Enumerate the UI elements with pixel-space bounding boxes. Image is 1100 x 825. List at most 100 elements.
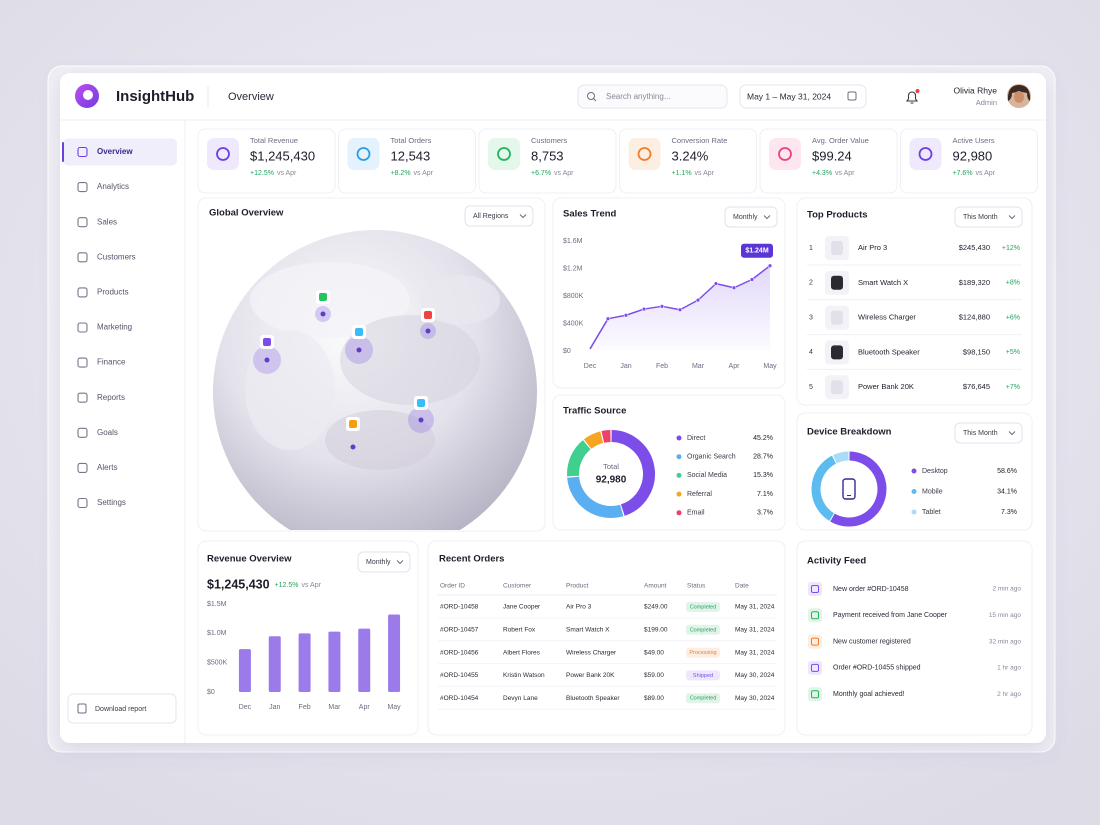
kpi-value: 92,980 xyxy=(953,148,993,163)
panel-title: Revenue Overview xyxy=(207,554,292,565)
table-cell: Robert Fox xyxy=(503,627,536,634)
nav-item[interactable] xyxy=(63,419,177,446)
nav-label: Products xyxy=(97,288,129,297)
product-change: +6% xyxy=(1006,314,1020,321)
product-name: Smart Watch X xyxy=(858,278,908,287)
download-button[interactable] xyxy=(67,693,177,724)
table-header: Date xyxy=(735,583,749,590)
table-cell: $59.00 xyxy=(644,672,664,679)
x-tick-label: Apr xyxy=(729,363,741,370)
legend-dot xyxy=(911,468,917,474)
pin-dot xyxy=(350,444,356,450)
activity-time: 2 hr ago xyxy=(997,691,1021,698)
activity-time: 1 hr ago xyxy=(997,665,1021,672)
point xyxy=(623,313,629,318)
date-picker[interactable] xyxy=(739,84,867,109)
dropdown[interactable] xyxy=(954,206,1023,228)
map-pins xyxy=(253,290,436,450)
product-name: Wireless Charger xyxy=(858,313,916,322)
nav-item[interactable] xyxy=(63,209,177,236)
kpi-label: Customers xyxy=(531,136,568,145)
table-cell: $49.00 xyxy=(644,649,664,656)
table-cell: Jane Cooper xyxy=(503,604,541,611)
kpi-icon-bg xyxy=(207,138,239,170)
dropdown[interactable] xyxy=(724,206,778,228)
status-label: Shipped xyxy=(693,673,713,679)
legend-label: Organic Search xyxy=(687,454,736,461)
notification-dot xyxy=(915,89,920,93)
nav-icon xyxy=(77,287,88,298)
globe-landmass xyxy=(420,275,500,325)
x-tick-label: Feb xyxy=(656,363,668,370)
activity-icon-bg xyxy=(808,582,822,596)
kpi-icon xyxy=(356,147,371,161)
panel-title: Activity Feed xyxy=(807,556,866,567)
nav-icon xyxy=(77,392,88,403)
table-cell: #ORD-10458 xyxy=(440,604,479,611)
kpi-change: +7.6% xyxy=(953,170,973,177)
search-icon-handle xyxy=(593,98,597,102)
dropdown[interactable] xyxy=(464,205,534,227)
kpi-value: 8,753 xyxy=(531,148,564,163)
download-label: Download report xyxy=(95,706,146,713)
device-icon xyxy=(842,478,856,500)
nav-icon xyxy=(77,322,88,333)
dropdown-label: This Month xyxy=(963,430,998,437)
table-cell: Bluetooth Speaker xyxy=(566,695,620,702)
nav-label: Sales xyxy=(97,217,117,226)
bar xyxy=(268,636,281,692)
legend-label: Direct xyxy=(687,435,705,442)
nav-icon xyxy=(77,497,88,509)
product-rank: 1 xyxy=(809,245,813,252)
kpi-change: +8.2% xyxy=(391,170,411,177)
dropdown-chevron xyxy=(763,215,771,220)
y-tick-label: $500K xyxy=(207,660,228,667)
search-box[interactable] xyxy=(577,84,728,109)
kpi-change: +4.3% xyxy=(812,170,832,177)
table-header: Amount xyxy=(644,583,667,590)
product-change: +8% xyxy=(1006,280,1020,287)
activity-icon-bg xyxy=(808,634,822,649)
kpi-icon xyxy=(637,147,652,161)
status-pill xyxy=(686,647,720,658)
panel-title: Traffic Source xyxy=(563,406,626,417)
nav-label: Customers xyxy=(97,252,136,261)
x-tick-label: Mar xyxy=(692,363,705,370)
activity-text: New customer registered xyxy=(833,638,911,645)
product-price: $124,880 xyxy=(959,313,990,322)
nav-item[interactable] xyxy=(63,454,177,481)
table-cell: May 31, 2024 xyxy=(735,649,775,656)
area xyxy=(590,265,770,351)
dropdown[interactable] xyxy=(357,551,411,573)
x-tick-label: Dec xyxy=(239,704,252,711)
kpi-value: $99.24 xyxy=(812,148,852,163)
avatar-hair xyxy=(1007,85,1031,101)
table-cell: #ORD-10456 xyxy=(440,649,479,656)
pin-icon xyxy=(417,399,425,407)
nav-label: Finance xyxy=(97,358,126,367)
kpi-icon xyxy=(778,147,792,161)
status-label: Completed xyxy=(690,604,717,610)
pin-icon xyxy=(319,293,327,301)
activity-icon xyxy=(811,690,819,699)
nav-label: Overview xyxy=(97,147,133,156)
panel-title: Recent Orders xyxy=(439,554,504,565)
legend-dot xyxy=(676,491,682,497)
pin-dot xyxy=(320,311,326,317)
user-role: Admin xyxy=(976,98,997,107)
product-image-item xyxy=(831,275,843,290)
x-tick-label: May xyxy=(763,363,777,370)
activity-icon-bg xyxy=(808,608,822,623)
dropdown[interactable] xyxy=(954,422,1023,444)
point xyxy=(659,304,665,309)
point xyxy=(731,285,737,290)
logo-inner xyxy=(83,90,93,100)
product-name: Air Pro 3 xyxy=(858,243,887,252)
status-pill xyxy=(686,670,720,681)
legend-value: 7.1% xyxy=(757,491,773,498)
legend-value: 34.1% xyxy=(997,488,1017,495)
notification-bell[interactable] xyxy=(905,91,919,104)
kpi-icon-bg xyxy=(769,138,801,170)
